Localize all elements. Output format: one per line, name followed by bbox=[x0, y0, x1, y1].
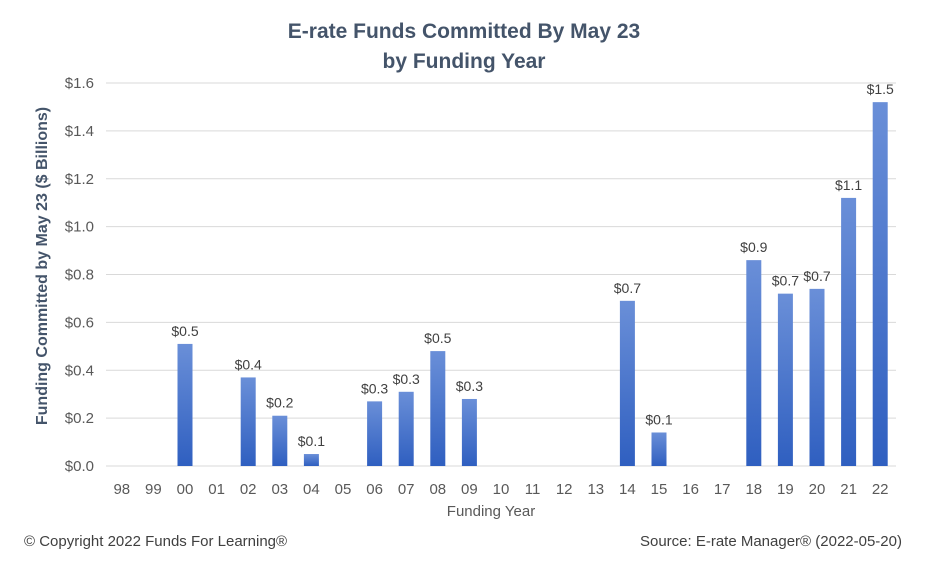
bar-09 bbox=[461, 398, 477, 466]
data-label-08: $0.5 bbox=[424, 330, 451, 346]
x-tick-label-08: 08 bbox=[429, 481, 446, 498]
data-label-02: $0.4 bbox=[235, 356, 262, 372]
x-tick-label-11: 11 bbox=[525, 481, 541, 498]
x-tick-label-21: 21 bbox=[840, 481, 857, 498]
data-label-03: $0.2 bbox=[266, 395, 293, 411]
x-tick-label-13: 13 bbox=[587, 481, 604, 498]
bar-21 bbox=[841, 197, 857, 466]
data-labels: $0.5 $0.4 $0.2 $0.1 $0.3 $0.3 $0.5 $0.3 $0.7 $0.1… bbox=[171, 81, 894, 449]
x-tick-label-02: 02 bbox=[240, 481, 257, 498]
x-tick-label-04: 04 bbox=[303, 481, 320, 498]
y-tick-label: $0.0 bbox=[65, 458, 94, 475]
data-label-15: $0.1 bbox=[645, 411, 672, 427]
data-label-00: $0.5 bbox=[171, 323, 198, 339]
x-tick-label-14: 14 bbox=[619, 481, 636, 498]
data-label-09: $0.3 bbox=[456, 378, 483, 394]
x-tick-label-16: 16 bbox=[682, 481, 699, 498]
y-tick-label: $0.2 bbox=[65, 410, 94, 427]
x-tick-label-12: 12 bbox=[556, 481, 573, 498]
x-tick-label-09: 09 bbox=[461, 481, 478, 498]
x-tick-label-98: 98 bbox=[113, 481, 130, 498]
y-tick-label: $0.4 bbox=[65, 362, 94, 379]
data-label-21: $1.1 bbox=[835, 177, 862, 193]
x-tick-label-18: 18 bbox=[745, 481, 762, 498]
bar-20 bbox=[809, 288, 825, 466]
bar-14 bbox=[619, 300, 635, 466]
x-axis-ticks: 98 99 00 01 02 03 04 05 06 07 08 09 10 11 12 13 14 15 16 17… bbox=[113, 481, 888, 498]
x-tick-label-05: 05 bbox=[335, 481, 352, 498]
data-label-18: $0.9 bbox=[740, 239, 767, 255]
x-tick-label-06: 06 bbox=[366, 481, 383, 498]
data-label-06: $0.3 bbox=[361, 380, 388, 396]
y-tick-label: $1.2 bbox=[65, 171, 94, 188]
y-tick-label: $1.6 bbox=[65, 75, 94, 92]
bar-19 bbox=[777, 293, 793, 466]
bar-06 bbox=[367, 401, 383, 466]
x-axis-title: Funding Year bbox=[447, 503, 535, 520]
bar-04 bbox=[303, 454, 319, 466]
data-label-07: $0.3 bbox=[393, 371, 420, 387]
x-tick-label-99: 99 bbox=[145, 481, 162, 498]
x-tick-label-17: 17 bbox=[714, 481, 731, 498]
bar-03 bbox=[272, 415, 288, 466]
chart-title-line1: E-rate Funds Committed By May 23 bbox=[288, 20, 640, 43]
x-tick-label-03: 03 bbox=[271, 481, 288, 498]
x-tick-label-00: 00 bbox=[177, 481, 194, 498]
bar-15 bbox=[651, 432, 667, 466]
gridlines bbox=[106, 82, 896, 467]
bar-02 bbox=[240, 377, 256, 466]
y-tick-label: $0.6 bbox=[65, 314, 94, 331]
chart-title-line2: by Funding Year bbox=[383, 50, 546, 73]
x-tick-label-22: 22 bbox=[872, 481, 889, 498]
bars bbox=[177, 102, 888, 467]
bar-00 bbox=[177, 343, 193, 466]
bar-07 bbox=[398, 391, 414, 466]
data-label-14: $0.7 bbox=[614, 280, 641, 296]
copyright-text: © Copyright 2022 Funds For Learning® bbox=[24, 533, 287, 550]
y-axis-title: Funding Committed by May 23 ($ Billions) bbox=[34, 107, 51, 425]
y-axis-ticks: $0.0 $0.2 $0.4 $0.6 $0.8 $1.0 $1.2 $1.4 $1.6 bbox=[65, 75, 94, 475]
bar-08 bbox=[430, 351, 446, 466]
y-tick-label: $1.4 bbox=[65, 123, 94, 140]
x-tick-label-07: 07 bbox=[398, 481, 415, 498]
data-label-04: $0.1 bbox=[298, 433, 325, 449]
source-text: Source: E-rate Manager® (2022-05-20) bbox=[640, 533, 902, 550]
bar-22 bbox=[872, 102, 888, 467]
x-tick-label-20: 20 bbox=[809, 481, 826, 498]
x-tick-label-19: 19 bbox=[777, 481, 794, 498]
y-tick-label: $1.0 bbox=[65, 219, 94, 236]
bar-18 bbox=[746, 260, 762, 466]
data-label-20: $0.7 bbox=[803, 268, 830, 284]
x-tick-label-15: 15 bbox=[651, 481, 668, 498]
y-tick-label: $0.8 bbox=[65, 267, 94, 284]
x-tick-label-01: 01 bbox=[208, 481, 225, 498]
data-label-19: $0.7 bbox=[772, 273, 799, 289]
data-label-22: $1.5 bbox=[867, 81, 894, 97]
x-tick-label-10: 10 bbox=[493, 481, 510, 498]
